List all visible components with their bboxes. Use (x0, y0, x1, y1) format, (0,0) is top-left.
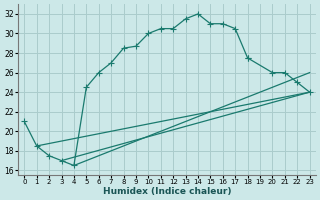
X-axis label: Humidex (Indice chaleur): Humidex (Indice chaleur) (103, 187, 231, 196)
